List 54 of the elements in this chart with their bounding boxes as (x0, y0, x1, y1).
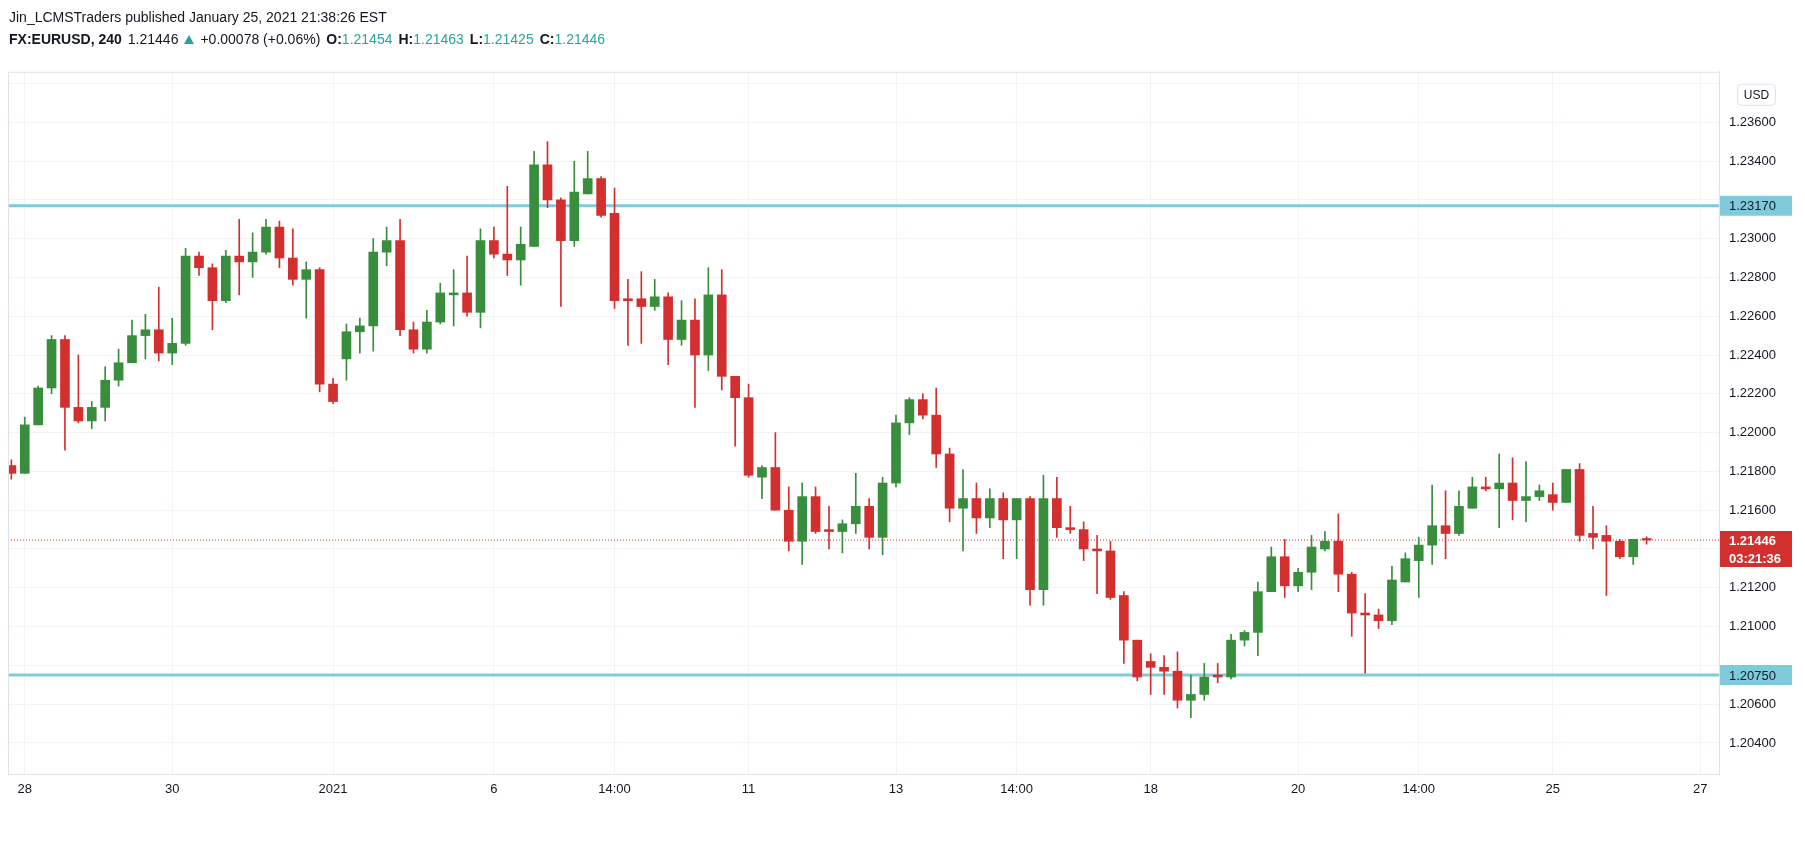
candlestick (1145, 653, 1156, 695)
candlestick (355, 317, 365, 354)
y-tick-label: 1.20600 (1729, 695, 1776, 711)
y-tick-label: 1.21800 (1729, 462, 1776, 478)
x-tick-label: 6 (490, 781, 498, 797)
text: C:1.21446 (539, 31, 606, 47)
y-tick-label: 1.23600 (1729, 113, 1776, 129)
text: +0.00078 (+0.06%) (200, 31, 321, 47)
text: O:1.21454 (326, 31, 393, 47)
candlestick (1494, 453, 1505, 528)
y-tick-label: 1.21600 (1729, 501, 1776, 517)
candlestick (958, 469, 968, 552)
y-tick-label: 1.22800 (1729, 268, 1776, 284)
ref-line-label: 1.20750 (1729, 667, 1776, 683)
x-tick-label: 25 (1545, 781, 1561, 797)
y-axis-title: USD (1743, 87, 1770, 102)
y-tick-label: 1.22400 (1729, 346, 1776, 362)
x-tick-label: 28 (17, 781, 32, 797)
candlestick (623, 279, 633, 346)
candlestick (167, 317, 178, 366)
y-tick-label: 1.23400 (1729, 152, 1776, 168)
x-tick-label: 30 (164, 781, 180, 797)
x-tick-label: 18 (1143, 781, 1158, 797)
y-tick-label: 1.22000 (1729, 424, 1776, 440)
text: L:1.21425 (469, 31, 534, 47)
y-tick-label: 1.22600 (1729, 307, 1776, 323)
candlestick (1159, 655, 1169, 695)
candlestick (1186, 674, 1196, 719)
x-tick-label: 11 (741, 781, 756, 797)
y-tick-label: 1.20400 (1729, 734, 1776, 750)
text: H:1.21463 (398, 31, 464, 47)
x-tick-label: 14:00 (1000, 781, 1033, 797)
ref-line-label: 1.21446 (1729, 532, 1776, 548)
candlestick (301, 261, 312, 319)
x-tick-label: 2021 (318, 781, 348, 797)
y-tick-label: 1.21000 (1729, 618, 1776, 634)
candlestick (234, 218, 245, 296)
x-tick-label: 13 (888, 781, 904, 797)
candlestick (1065, 505, 1076, 534)
y-tick-label: 1.23000 (1729, 230, 1776, 246)
x-tick-label: 27 (1693, 781, 1708, 797)
chart-subtitle: 1.21446 (127, 31, 179, 47)
text: 03:21:36 (1729, 550, 1782, 566)
text: Jin_LCMSTraders published January 25, 2021 21:38:26 EST (9, 9, 387, 25)
candlestick (502, 185, 513, 276)
candlestick (1521, 461, 1531, 523)
ref-line-label: 1.23170 (1729, 198, 1776, 214)
x-tick-label: 14:00 (1402, 781, 1436, 797)
candlestick (1427, 484, 1437, 565)
chart-title: FX:EURUSD, 240 (9, 31, 122, 47)
y-tick-label: 1.21200 (1729, 579, 1776, 595)
x-tick-label: 20 (1290, 781, 1306, 797)
y-tick-label: 1.22200 (1729, 385, 1776, 401)
x-tick-label: 14:00 (598, 781, 631, 797)
